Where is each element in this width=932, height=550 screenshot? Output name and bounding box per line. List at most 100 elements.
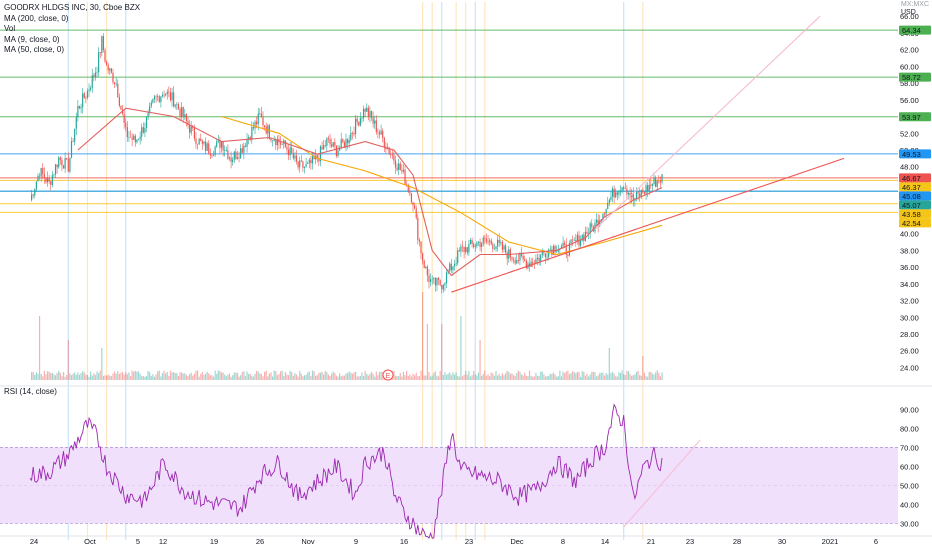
volume-bar (573, 372, 575, 380)
volume-bar (490, 372, 492, 380)
volume-bar (587, 376, 590, 380)
candle-body (548, 249, 550, 258)
volume-bar (198, 376, 200, 380)
candle-body (599, 220, 601, 227)
candle-body (308, 159, 310, 163)
candle-body (106, 61, 108, 65)
candle-body (48, 177, 50, 182)
volume-bar (559, 370, 561, 380)
volume-bar (565, 371, 567, 380)
candle-body (337, 150, 339, 156)
candle-body (152, 99, 154, 103)
volume-bar (658, 372, 660, 380)
candle-body (415, 208, 417, 218)
volume-bar (133, 371, 135, 380)
candle-body (134, 135, 136, 143)
candle-body (431, 278, 433, 280)
candle-body (567, 254, 569, 256)
volume-bar (624, 375, 626, 380)
volume-bar (141, 376, 143, 380)
volume-bar (530, 375, 532, 380)
candle-body (334, 142, 336, 146)
candle-body (271, 140, 274, 141)
volume-bar (236, 372, 239, 380)
vol-legend: Vol (4, 24, 16, 33)
volume-bar (465, 370, 467, 380)
candle-body (233, 151, 235, 160)
volume-bar (503, 375, 505, 380)
candle-body (388, 147, 390, 154)
volume-bar (316, 375, 318, 380)
candle-body (281, 143, 283, 145)
candle-body (200, 138, 202, 142)
volume-bar (106, 375, 108, 380)
volume-bar (279, 371, 282, 380)
candle-body (530, 261, 532, 267)
candle-body (383, 137, 385, 148)
volume-bar (43, 370, 45, 380)
candle-body (78, 105, 81, 109)
volume-bar (45, 374, 47, 380)
volume-bar (616, 376, 618, 380)
earnings-marker[interactable]: E (382, 369, 394, 381)
candle-body (449, 263, 451, 272)
candle-body (591, 223, 593, 227)
volume-bar (334, 373, 336, 380)
volume-bar (310, 376, 312, 380)
x-tick-label: 26 (256, 537, 264, 546)
candle-body (109, 68, 111, 71)
volume-bar (168, 376, 170, 380)
volume-bar (661, 372, 663, 380)
price-tick-label: 28.00 (900, 330, 919, 339)
rsi-tick-label: 90.00 (900, 405, 919, 414)
volume-bar (339, 373, 341, 380)
rsi-trendline[interactable] (623, 439, 701, 528)
trendline[interactable] (594, 15, 821, 230)
candle-body (414, 205, 416, 209)
candle-body (501, 241, 504, 250)
volume-bar (204, 373, 207, 380)
candle-body (635, 192, 638, 199)
volume-bar (627, 371, 630, 380)
candle-body (61, 159, 63, 166)
volume-bar (487, 374, 489, 380)
x-tick-label: 6 (874, 537, 878, 546)
trendline[interactable] (451, 157, 845, 293)
volume-bar (575, 373, 577, 380)
candle-body (460, 246, 462, 252)
candle-body (378, 132, 381, 135)
rsi-pane[interactable]: 30.00 40.00 50.00 60.00 70.00 80.00 90.00 (0, 403, 919, 539)
candle-body (139, 136, 141, 140)
volume-bar (474, 374, 476, 380)
volume-bar (501, 373, 504, 380)
volume-bar (564, 373, 566, 380)
candle-body (329, 139, 331, 145)
volume-bar (324, 370, 326, 380)
volume-bar (548, 375, 550, 380)
volume-bar (219, 370, 221, 380)
candle-body (546, 257, 548, 258)
volume-bar (568, 374, 571, 380)
candle-body (182, 107, 184, 118)
volume-bar (414, 375, 416, 380)
candle-body (136, 139, 138, 143)
candle-body (568, 243, 571, 256)
candle-body (458, 250, 460, 252)
volume-bar (120, 372, 122, 380)
candle-body (184, 114, 186, 118)
volume-bar (142, 375, 144, 380)
volume-bar (77, 372, 79, 380)
rsi-tick-label: 70.00 (900, 443, 919, 452)
volume-bar (125, 371, 127, 380)
candle-body (572, 239, 574, 241)
volume-bar (479, 340, 481, 380)
volume-bar (150, 376, 152, 380)
volume-bar (307, 372, 309, 380)
volume-bar (393, 370, 395, 380)
candle-body (410, 193, 413, 203)
legend: GOODRX HLDGS INC, 30, Cboe BZX MA (200, … (4, 3, 140, 56)
candle-body (658, 180, 660, 182)
volume-bar (584, 375, 586, 380)
